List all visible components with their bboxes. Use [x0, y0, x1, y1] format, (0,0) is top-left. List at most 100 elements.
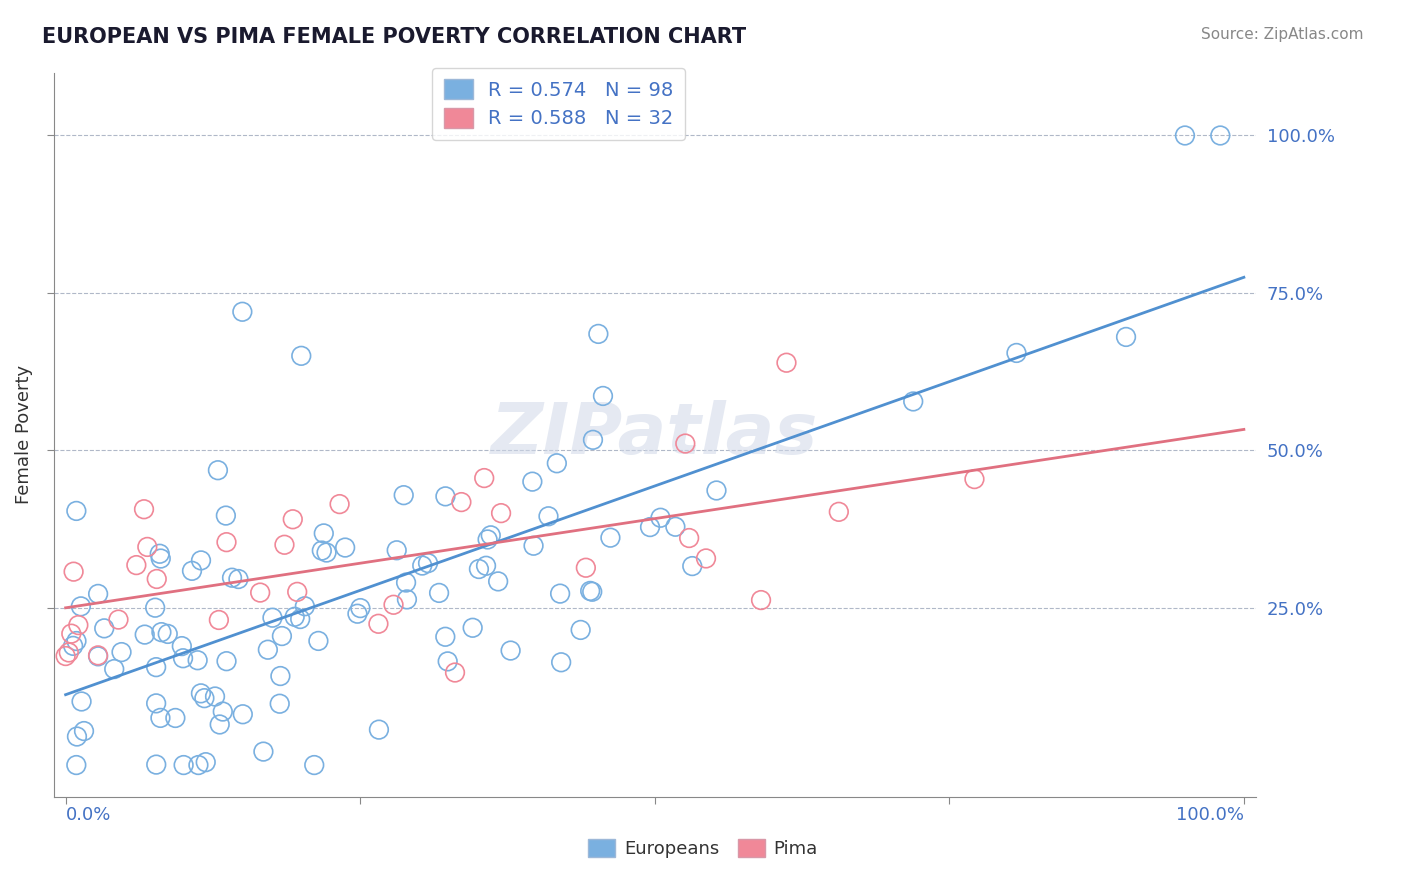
- Text: 100.0%: 100.0%: [1175, 806, 1244, 824]
- Point: [65, 758, 87, 772]
- Point: [207, 463, 229, 477]
- Point: [281, 512, 304, 526]
- Point: [125, 558, 148, 573]
- Point: [208, 717, 231, 731]
- Point: [903, 394, 925, 409]
- Point: [65, 504, 87, 518]
- Point: [828, 505, 851, 519]
- Point: [204, 690, 226, 704]
- Point: [434, 489, 457, 503]
- Point: [450, 495, 472, 509]
- Point: [963, 472, 986, 486]
- Point: [599, 531, 621, 545]
- Point: [132, 502, 155, 516]
- Point: [232, 707, 254, 722]
- Point: [173, 758, 195, 772]
- Point: [489, 506, 512, 520]
- Point: [273, 538, 295, 552]
- Point: [87, 649, 110, 664]
- Point: [522, 539, 544, 553]
- Point: [638, 520, 661, 534]
- Point: [499, 643, 522, 657]
- Text: 0.0%: 0.0%: [66, 806, 111, 824]
- Point: [190, 553, 212, 567]
- Point: [66, 730, 89, 744]
- Point: [472, 471, 495, 485]
- Point: [436, 654, 458, 668]
- Text: Source: ZipAtlas.com: Source: ZipAtlas.com: [1201, 27, 1364, 42]
- Point: [294, 599, 316, 614]
- Point: [1115, 330, 1137, 344]
- Text: ZIPatlas: ZIPatlas: [491, 400, 818, 469]
- Point: [170, 639, 193, 653]
- Point: [461, 621, 484, 635]
- Point: [136, 540, 159, 554]
- Point: [194, 755, 217, 769]
- Point: [221, 571, 243, 585]
- Point: [103, 662, 125, 676]
- Point: [269, 697, 291, 711]
- Point: [416, 556, 439, 570]
- Point: [257, 642, 280, 657]
- Point: [382, 598, 405, 612]
- Point: [550, 655, 572, 669]
- Point: [477, 533, 499, 547]
- Point: [290, 349, 312, 363]
- Point: [311, 543, 333, 558]
- Point: [333, 541, 356, 555]
- Point: [486, 574, 509, 589]
- Point: [395, 592, 418, 607]
- Point: [73, 724, 96, 739]
- Point: [385, 543, 408, 558]
- Point: [434, 630, 457, 644]
- Point: [411, 558, 433, 573]
- Point: [588, 326, 610, 341]
- Point: [172, 651, 194, 665]
- Point: [58, 645, 80, 659]
- Point: [522, 475, 544, 489]
- Point: [156, 627, 179, 641]
- Point: [650, 510, 672, 524]
- Point: [145, 757, 167, 772]
- Point: [145, 572, 167, 586]
- Point: [749, 593, 772, 607]
- Point: [1174, 128, 1197, 143]
- Point: [775, 356, 797, 370]
- Point: [581, 584, 603, 599]
- Point: [395, 575, 418, 590]
- Point: [673, 436, 696, 450]
- Point: [190, 686, 212, 700]
- Point: [1005, 346, 1028, 360]
- Point: [479, 528, 502, 542]
- Point: [70, 694, 93, 708]
- Point: [695, 551, 717, 566]
- Point: [349, 601, 371, 615]
- Point: [215, 654, 238, 668]
- Point: [181, 564, 204, 578]
- Point: [193, 691, 215, 706]
- Point: [269, 669, 291, 683]
- Point: [145, 697, 167, 711]
- Point: [87, 648, 110, 663]
- Point: [150, 625, 173, 640]
- Point: [262, 610, 284, 624]
- Point: [249, 585, 271, 599]
- Point: [107, 613, 129, 627]
- Point: [93, 621, 115, 635]
- Point: [475, 558, 498, 573]
- Point: [62, 639, 84, 653]
- Point: [60, 626, 83, 640]
- Point: [367, 616, 389, 631]
- Point: [145, 660, 167, 674]
- Point: [165, 711, 187, 725]
- Y-axis label: Female Poverty: Female Poverty: [15, 365, 32, 504]
- Point: [149, 551, 172, 566]
- Point: [149, 711, 172, 725]
- Point: [392, 488, 415, 502]
- Point: [1209, 128, 1232, 143]
- Point: [427, 586, 450, 600]
- Point: [231, 305, 253, 319]
- Point: [187, 653, 209, 667]
- Legend: Europeans, Pima: Europeans, Pima: [581, 831, 825, 865]
- Point: [346, 607, 368, 621]
